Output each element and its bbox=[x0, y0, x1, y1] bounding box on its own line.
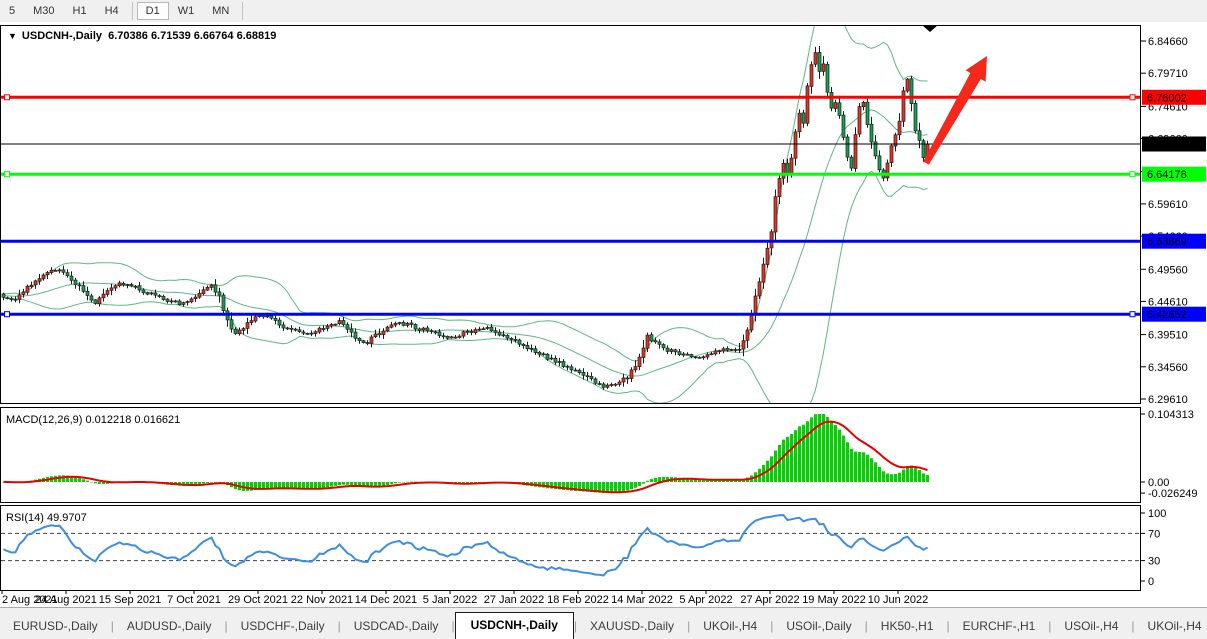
svg-text:14 Mar 2022: 14 Mar 2022 bbox=[611, 594, 673, 606]
svg-text:0: 0 bbox=[1148, 576, 1154, 588]
rsi-indicator-label: RSI(14) 49.9707 bbox=[6, 512, 87, 524]
chart-title: ▼ USDCNH-,Daily 6.70386 6.71539 6.66764 6… bbox=[8, 30, 276, 42]
svg-text:70: 70 bbox=[1148, 528, 1160, 540]
candlestick-series bbox=[1, 46, 930, 390]
svg-text:19 May 2022: 19 May 2022 bbox=[802, 594, 866, 606]
tab-ukoil-h4[interactable]: UKOil-,H4 bbox=[1147, 619, 1202, 633]
svg-text:6.42652: 6.42652 bbox=[1147, 309, 1187, 321]
svg-text:100: 100 bbox=[1148, 508, 1166, 520]
svg-text:27 Apr 2022: 27 Apr 2022 bbox=[740, 594, 799, 606]
tab-separator: | bbox=[573, 619, 578, 633]
macd-axis: 0.104313 0.00-0.026249 bbox=[1141, 409, 1198, 500]
svg-text:6.44610: 6.44610 bbox=[1148, 296, 1188, 308]
tab-audusd-daily[interactable]: AUDUSD-,Daily bbox=[126, 619, 212, 633]
tab-usdcad-daily[interactable]: USDCAD-,Daily bbox=[353, 619, 439, 633]
svg-text:6.59610: 6.59610 bbox=[1148, 199, 1188, 211]
timeframe-button-d1[interactable]: D1 bbox=[136, 2, 169, 20]
tab-eurusd-daily[interactable]: EURUSD-,Daily bbox=[13, 619, 98, 633]
line-handle[interactable] bbox=[1129, 171, 1136, 178]
timeframe-button-h1[interactable]: H1 bbox=[72, 5, 87, 17]
timeframe-button-h4[interactable]: H4 bbox=[104, 5, 119, 17]
svg-text:6.49560: 6.49560 bbox=[1148, 264, 1188, 276]
svg-text:-0.026249: -0.026249 bbox=[1148, 488, 1198, 500]
line-handle[interactable] bbox=[1129, 311, 1136, 318]
svg-text:10 Jun 2022: 10 Jun 2022 bbox=[868, 594, 929, 606]
svg-text:7 Oct 2021: 7 Oct 2021 bbox=[167, 594, 221, 606]
toolbar-separator bbox=[242, 2, 244, 20]
macd-signal-line bbox=[3, 420, 928, 494]
svg-text:14 Dec 2021: 14 Dec 2021 bbox=[355, 594, 417, 606]
svg-text:0.104313: 0.104313 bbox=[1148, 409, 1194, 421]
rsi-line bbox=[3, 514, 928, 577]
rsi-panel[interactable] bbox=[0, 505, 1141, 591]
svg-text:6.34560: 6.34560 bbox=[1148, 362, 1188, 374]
svg-text:6.29610: 6.29610 bbox=[1148, 394, 1188, 406]
tab-ukoil-h4[interactable]: UKOil-,H4 bbox=[703, 619, 758, 633]
macd-indicator-label: MACD(12,26,9) 0.012218 0.016621 bbox=[6, 414, 181, 426]
bollinger-bands bbox=[3, 26, 928, 403]
svg-text:27 Jan 2022: 27 Jan 2022 bbox=[484, 594, 545, 606]
timeframe-button-mn[interactable]: MN bbox=[212, 5, 230, 17]
chart-symbol: USDCNH-,Daily bbox=[21, 30, 102, 42]
svg-text:29 Oct 2021: 29 Oct 2021 bbox=[228, 594, 288, 606]
svg-text:0.00: 0.00 bbox=[1148, 477, 1169, 489]
toolbar-separator bbox=[131, 2, 133, 20]
down-arrow-marker[interactable] bbox=[922, 25, 938, 32]
tab-separator: | bbox=[110, 619, 114, 633]
symbol-dropdown-icon[interactable]: ▼ bbox=[8, 31, 17, 41]
price-badge: 6.53869 bbox=[1142, 233, 1206, 249]
tab-separator: | bbox=[770, 619, 774, 633]
svg-text:2 Aug 2021: 2 Aug 2021 bbox=[2, 594, 58, 606]
svg-text:22 Nov 2021: 22 Nov 2021 bbox=[291, 594, 353, 606]
svg-text:6.79710: 6.79710 bbox=[1148, 68, 1188, 80]
tab-xauusd-daily[interactable]: XAUUSD-,Daily bbox=[590, 619, 675, 633]
tab-usoil-daily[interactable]: USOil-,Daily bbox=[786, 619, 852, 633]
tab-separator: | bbox=[1048, 619, 1052, 633]
chart-quotes: 6.70386 6.71539 6.66764 6.68819 bbox=[108, 30, 277, 42]
price-badge: 6.76002 bbox=[1142, 89, 1206, 105]
main-panel[interactable] bbox=[0, 25, 1141, 404]
svg-text:5 Apr 2022: 5 Apr 2022 bbox=[679, 594, 732, 606]
tab-separator: | bbox=[946, 619, 950, 633]
tab-separator: | bbox=[337, 619, 341, 633]
current-price-badge: 6.68819 bbox=[1142, 136, 1206, 152]
line-handle[interactable] bbox=[4, 171, 10, 178]
svg-text:24 Aug 2021: 24 Aug 2021 bbox=[35, 594, 97, 606]
chart-canvas[interactable]: 6.846606.797106.746106.696606.645606.596… bbox=[0, 22, 1207, 607]
tab-separator: | bbox=[451, 619, 455, 633]
tab-usoil-h4[interactable]: USOil-,H4 bbox=[1064, 619, 1119, 633]
svg-text:6.64178: 6.64178 bbox=[1147, 169, 1187, 181]
price-badge: 6.42652 bbox=[1142, 306, 1206, 322]
svg-text:5 Jan 2022: 5 Jan 2022 bbox=[423, 594, 477, 606]
rsi-axis: 100 70 30 0 bbox=[1141, 508, 1166, 588]
svg-text:6.84660: 6.84660 bbox=[1148, 36, 1188, 48]
timeframe-button-5[interactable]: 5 bbox=[9, 5, 16, 17]
svg-text:15 Sep 2021: 15 Sep 2021 bbox=[99, 594, 161, 606]
line-handle[interactable] bbox=[1129, 94, 1136, 101]
svg-text:6.76002: 6.76002 bbox=[1147, 92, 1187, 104]
line-handle[interactable] bbox=[4, 311, 10, 318]
svg-text:6.68819: 6.68819 bbox=[1147, 139, 1187, 151]
tab-usdchf-daily[interactable]: USDCHF-,Daily bbox=[240, 619, 325, 633]
timeframe-button-w1[interactable]: W1 bbox=[177, 5, 195, 17]
tab-bar: EURUSD-,Daily | AUDUSD-,Daily | USDCHF-,Dail… bbox=[0, 607, 1207, 639]
trend-arrow-annotation[interactable] bbox=[923, 56, 987, 165]
tab-eurchf-h1[interactable]: EURCHF-,H1 bbox=[962, 619, 1036, 633]
tab-hk50-h1[interactable]: HK50-,H1 bbox=[880, 619, 934, 633]
tab-separator: | bbox=[864, 619, 868, 633]
tab-separator: | bbox=[1131, 619, 1135, 633]
chart-window[interactable]: 6.846606.797106.746106.696606.645606.596… bbox=[0, 22, 1207, 607]
svg-text:18 Feb 2022: 18 Feb 2022 bbox=[547, 594, 609, 606]
timeframe-toolbar: 5 M30 H1 H4 D1 W1 MN bbox=[0, 0, 1207, 22]
svg-text:6.53869: 6.53869 bbox=[1147, 236, 1187, 248]
tab-usdcnh-daily[interactable]: USDCNH-,Daily bbox=[454, 612, 574, 639]
price-badge: 6.64178 bbox=[1142, 166, 1206, 182]
timeframe-button-m30[interactable]: M30 bbox=[33, 5, 55, 17]
tab-separator: | bbox=[687, 619, 691, 633]
tab-separator: | bbox=[224, 619, 228, 633]
svg-text:6.39510: 6.39510 bbox=[1148, 330, 1188, 342]
line-handle[interactable] bbox=[4, 94, 10, 101]
svg-text:30: 30 bbox=[1148, 556, 1160, 568]
